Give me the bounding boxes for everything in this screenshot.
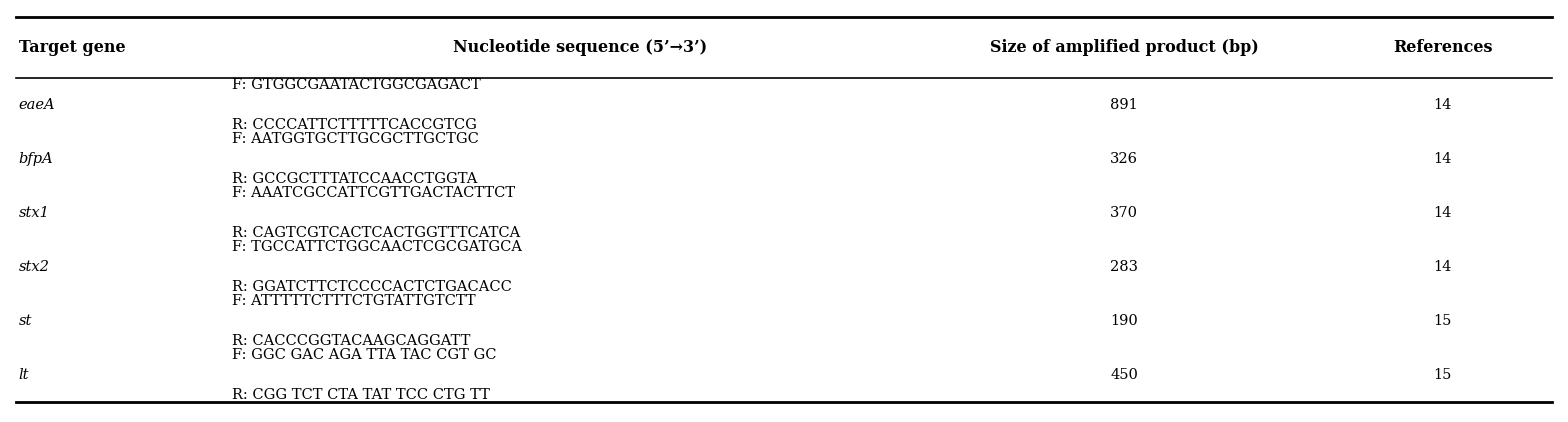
- Text: 283: 283: [1110, 260, 1138, 274]
- Text: 891: 891: [1110, 98, 1138, 112]
- Text: F: GGC GAC AGA TTA TAC CGT GC: F: GGC GAC AGA TTA TAC CGT GC: [232, 348, 497, 362]
- Text: 15: 15: [1433, 314, 1452, 328]
- Text: R: CAGTCGTCACTCACTGGTTTCATCA: R: CAGTCGTCACTCACTGGTTTCATCA: [232, 226, 521, 241]
- Text: bfpA: bfpA: [19, 152, 53, 166]
- Text: stx2: stx2: [19, 260, 50, 274]
- Text: R: CCCCATTCTTTTTCACCGTCG: R: CCCCATTCTTTTTCACCGTCG: [232, 118, 477, 133]
- Text: 14: 14: [1433, 98, 1452, 112]
- Text: lt: lt: [19, 368, 30, 382]
- Text: 14: 14: [1433, 260, 1452, 274]
- Text: F: AAATCGCCATTCGTTGACTACTTCT: F: AAATCGCCATTCGTTGACTACTTCT: [232, 186, 516, 200]
- Text: F: ATTTTTCTTTCTGTATTGTCTT: F: ATTTTTCTTTCTGTATTGTCTT: [232, 294, 475, 308]
- Text: F: GTGGCGAATACTGGCGAGACT: F: GTGGCGAATACTGGCGAGACT: [232, 78, 481, 92]
- Text: st: st: [19, 314, 33, 328]
- Text: 370: 370: [1110, 206, 1138, 220]
- Text: Size of amplified product (bp): Size of amplified product (bp): [989, 39, 1259, 56]
- Text: References: References: [1392, 39, 1493, 56]
- Text: 326: 326: [1110, 152, 1138, 166]
- Text: R: GGATCTTCTCCCCACTCTGACACC: R: GGATCTTCTCCCCACTCTGACACC: [232, 280, 511, 295]
- Text: F: TGCCATTCTGGCAACTCGCGATGCA: F: TGCCATTCTGGCAACTCGCGATGCA: [232, 240, 522, 254]
- Text: 14: 14: [1433, 152, 1452, 166]
- Text: F: AATGGTGCTTGCGCTTGCTGC: F: AATGGTGCTTGCGCTTGCTGC: [232, 132, 478, 146]
- Text: 450: 450: [1110, 368, 1138, 382]
- Text: 190: 190: [1110, 314, 1138, 328]
- Text: 14: 14: [1433, 206, 1452, 220]
- Text: 15: 15: [1433, 368, 1452, 382]
- Text: stx1: stx1: [19, 206, 50, 220]
- Text: Nucleotide sequence (5’→3’): Nucleotide sequence (5’→3’): [453, 39, 707, 56]
- Text: R: CACCCGGTACAAGCAGGATT: R: CACCCGGTACAAGCAGGATT: [232, 334, 470, 349]
- Text: R: CGG TCT CTA TAT TCC CTG TT: R: CGG TCT CTA TAT TCC CTG TT: [232, 388, 489, 403]
- Text: R: GCCGCTTTATCCAACCTGGTA: R: GCCGCTTTATCCAACCTGGTA: [232, 172, 477, 187]
- Text: Target gene: Target gene: [19, 39, 125, 56]
- Text: eaeA: eaeA: [19, 98, 55, 112]
